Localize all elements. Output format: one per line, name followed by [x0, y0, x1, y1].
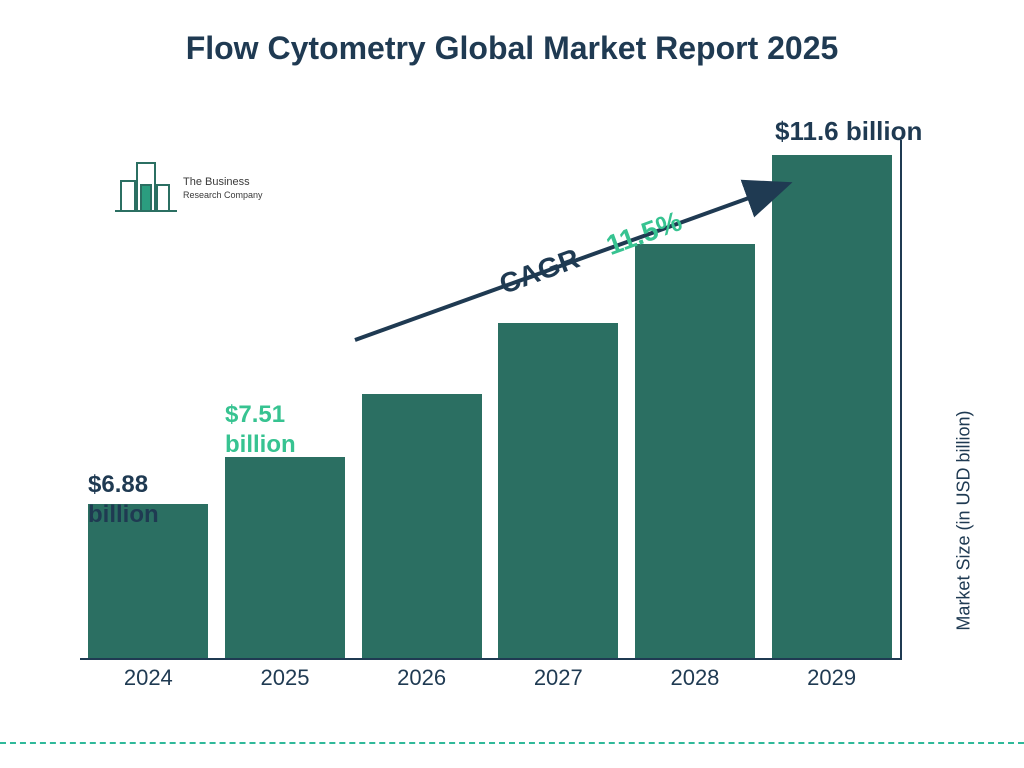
x-axis — [80, 658, 900, 660]
x-axis-label: 2027 — [498, 665, 618, 691]
x-axis-label: 2024 — [88, 665, 208, 691]
bar — [498, 323, 618, 658]
bar — [225, 457, 345, 658]
bar — [362, 394, 482, 658]
x-axis-label: 2025 — [225, 665, 345, 691]
x-axis-labels: 2024 2025 2026 2027 2028 2029 — [80, 665, 900, 691]
bar-slot — [225, 457, 345, 658]
chart-title-text: Flow Cytometry Global Market Report 2025 — [186, 30, 839, 66]
bar-slot — [362, 394, 482, 658]
y-axis-label: Market Size (in USD billion) — [954, 411, 975, 631]
value-label: $7.51billion — [225, 400, 296, 460]
y-axis — [900, 140, 902, 660]
chart-title: Flow Cytometry Global Market Report 2025 — [0, 30, 1024, 67]
x-axis-label: 2029 — [772, 665, 892, 691]
value-label: $11.6 billion — [775, 115, 922, 148]
x-axis-label: 2028 — [635, 665, 755, 691]
bottom-divider — [0, 742, 1024, 744]
bar-slot — [498, 323, 618, 658]
value-label: $6.88billion — [88, 470, 159, 530]
x-axis-label: 2026 — [362, 665, 482, 691]
cagr-annotation: CAGR 11.5% — [345, 175, 805, 355]
y-axis-label-text: Market Size (in USD billion) — [954, 411, 974, 631]
